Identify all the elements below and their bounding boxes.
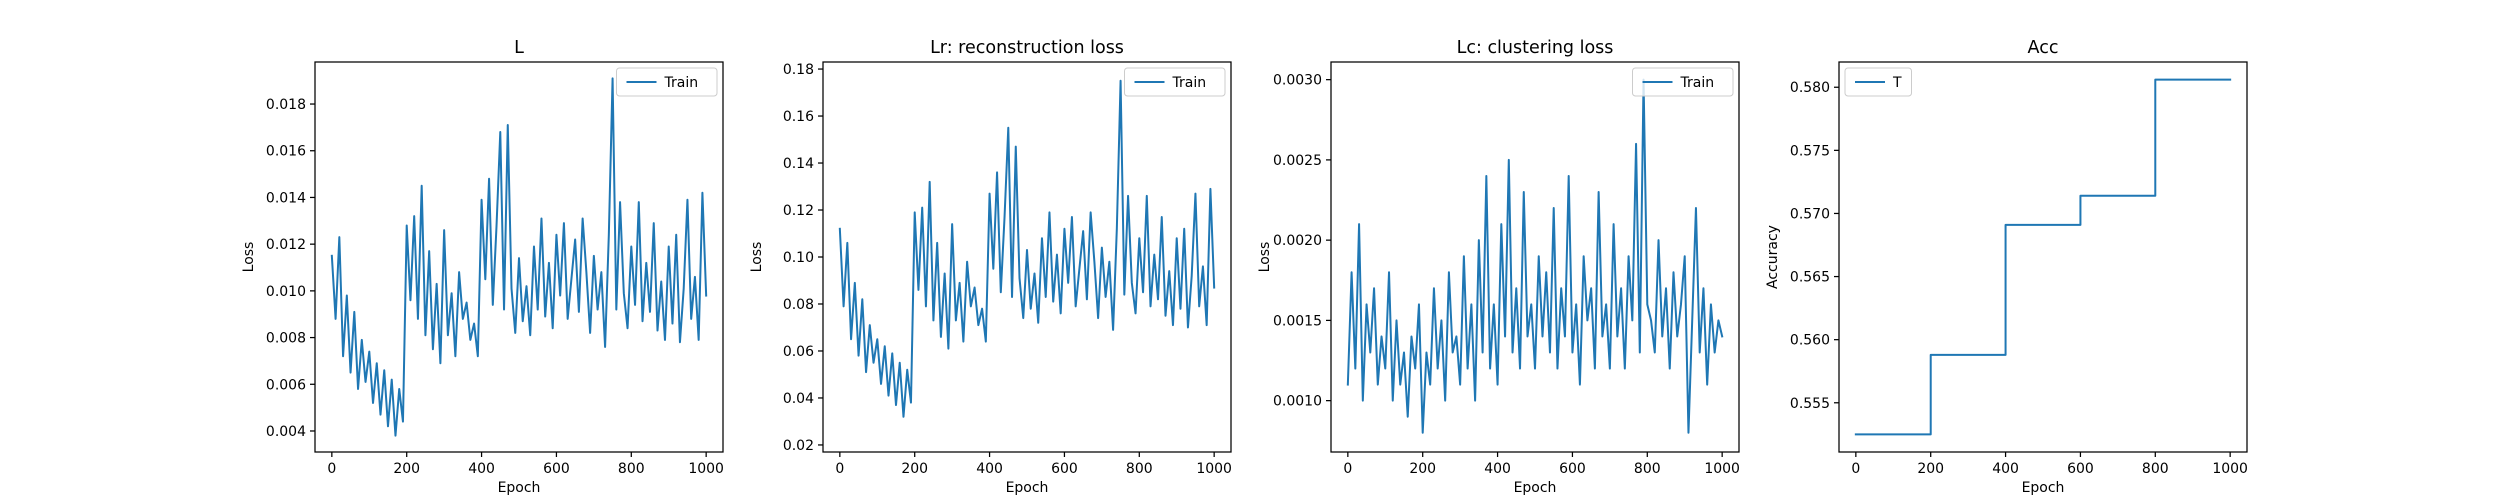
y-tick-label: 0.0025 [1273, 153, 1322, 169]
x-tick-label: 200 [1409, 461, 1436, 477]
y-tick-label: 0.0030 [1273, 73, 1322, 89]
y-tick-label: 0.08 [783, 297, 814, 313]
legend: Train [616, 67, 718, 97]
y-axis-label: Loss [1257, 242, 1273, 273]
series-line-train [1346, 78, 1724, 434]
chart-title: Lr: reconstruction loss [930, 38, 1124, 58]
y-tick-label: 0.16 [783, 109, 814, 125]
y-tick-label: 0.0015 [1273, 313, 1322, 329]
x-tick-label: 600 [1051, 461, 1078, 477]
x-axis-label: Epoch [1006, 480, 1049, 496]
y-tick-label: 0.555 [1790, 396, 1830, 412]
x-tick-label: 600 [2067, 461, 2094, 477]
y-tick-label: 0.04 [783, 391, 814, 407]
y-axis-label: Loss [749, 242, 765, 273]
plot-frame [1838, 61, 2248, 453]
x-tick-label: 400 [1484, 461, 1511, 477]
chart-panel-4: 0 200 400 600 800 1000 0.555 0.560 0.565 0.570 0.5… [1765, 38, 2248, 496]
x-tick-label: 600 [1559, 461, 1586, 477]
y-tick-label: 0.565 [1790, 270, 1830, 286]
x-tick-label: 0 [1343, 461, 1352, 477]
x-tick-label: 0 [835, 461, 844, 477]
chart-panel-1: 0 200 400 600 800 1000 0.004 0.006 0.008 0.010 0.0… [241, 38, 724, 496]
y-tick-label: 0.016 [266, 144, 306, 160]
legend-label: Train [1680, 75, 1715, 91]
x-tick-label: 600 [543, 461, 570, 477]
y-tick-label: 0.008 [266, 331, 306, 347]
y-tick-label: 0.014 [266, 190, 306, 206]
x-tick-label: 1000 [1704, 461, 1740, 477]
x-tick-label: 0 [1851, 461, 1860, 477]
y-tick-label: 0.004 [266, 424, 306, 440]
y-tick-label: 0.18 [783, 62, 814, 78]
chart-title: L [514, 38, 524, 58]
y-tick-label: 0.580 [1790, 80, 1830, 96]
legend-label: Train [664, 75, 699, 91]
y-tick-label: 0.018 [266, 97, 306, 113]
legend: T [1844, 67, 1912, 97]
y-tick-label: 0.14 [783, 156, 814, 172]
y-tick-label: 0.010 [266, 284, 306, 300]
series-line-train [838, 79, 1216, 418]
y-tick-label: 0.570 [1790, 206, 1830, 222]
y-axis-label: Accuracy [1765, 225, 1781, 289]
x-axis-label: Epoch [2022, 480, 2065, 496]
y-tick-label: 0.06 [783, 344, 814, 360]
x-tick-label: 800 [1126, 461, 1153, 477]
chart-panel-2: 0 200 400 600 800 1000 0.02 0.04 0.06 0.08 0.10 0.1… [749, 38, 1232, 496]
y-tick-label: 0.006 [266, 377, 306, 393]
y-tick-label: 0.02 [783, 438, 814, 454]
x-tick-label: 200 [1917, 461, 1944, 477]
plot-frame [1330, 61, 1740, 453]
legend-box [1632, 67, 1734, 97]
plot-frame [314, 61, 724, 453]
y-tick-label: 0.575 [1790, 143, 1830, 159]
x-axis-label: Epoch [1514, 480, 1557, 496]
x-tick-label: 1000 [1196, 461, 1232, 477]
x-tick-label: 400 [1992, 461, 2019, 477]
chart-title: Acc [2028, 38, 2059, 58]
x-tick-label: 800 [2142, 461, 2169, 477]
legend: Train [1632, 67, 1734, 97]
y-tick-label: 0.10 [783, 250, 814, 266]
series-line-t [1854, 78, 2232, 436]
chart-title: Lc: clustering loss [1457, 38, 1614, 58]
x-tick-label: 400 [976, 461, 1003, 477]
x-tick-label: 800 [1634, 461, 1661, 477]
x-tick-label: 200 [901, 461, 928, 477]
chart-panel-3: 0 200 400 600 800 1000 0.0010 0.0015 0.0020 0.002… [1257, 38, 1740, 496]
y-tick-label: 0.560 [1790, 333, 1830, 349]
x-tick-label: 1000 [688, 461, 724, 477]
y-axis-label: Loss [241, 242, 257, 273]
legend-label: T [1892, 75, 1902, 91]
x-tick-label: 400 [468, 461, 495, 477]
y-tick-label: 0.12 [783, 203, 814, 219]
legend: Train [1124, 67, 1226, 97]
x-axis-label: Epoch [498, 480, 541, 496]
legend-box [1124, 67, 1226, 97]
legend-box [616, 67, 718, 97]
y-tick-label: 0.0020 [1273, 233, 1322, 249]
x-tick-label: 0 [327, 461, 336, 477]
x-tick-label: 1000 [2212, 461, 2248, 477]
y-tick-label: 0.012 [266, 237, 306, 253]
x-tick-label: 200 [393, 461, 420, 477]
legend-label: Train [1172, 75, 1207, 91]
x-tick-label: 800 [618, 461, 645, 477]
y-tick-label: 0.0010 [1273, 394, 1322, 410]
series-line-train [330, 77, 708, 437]
